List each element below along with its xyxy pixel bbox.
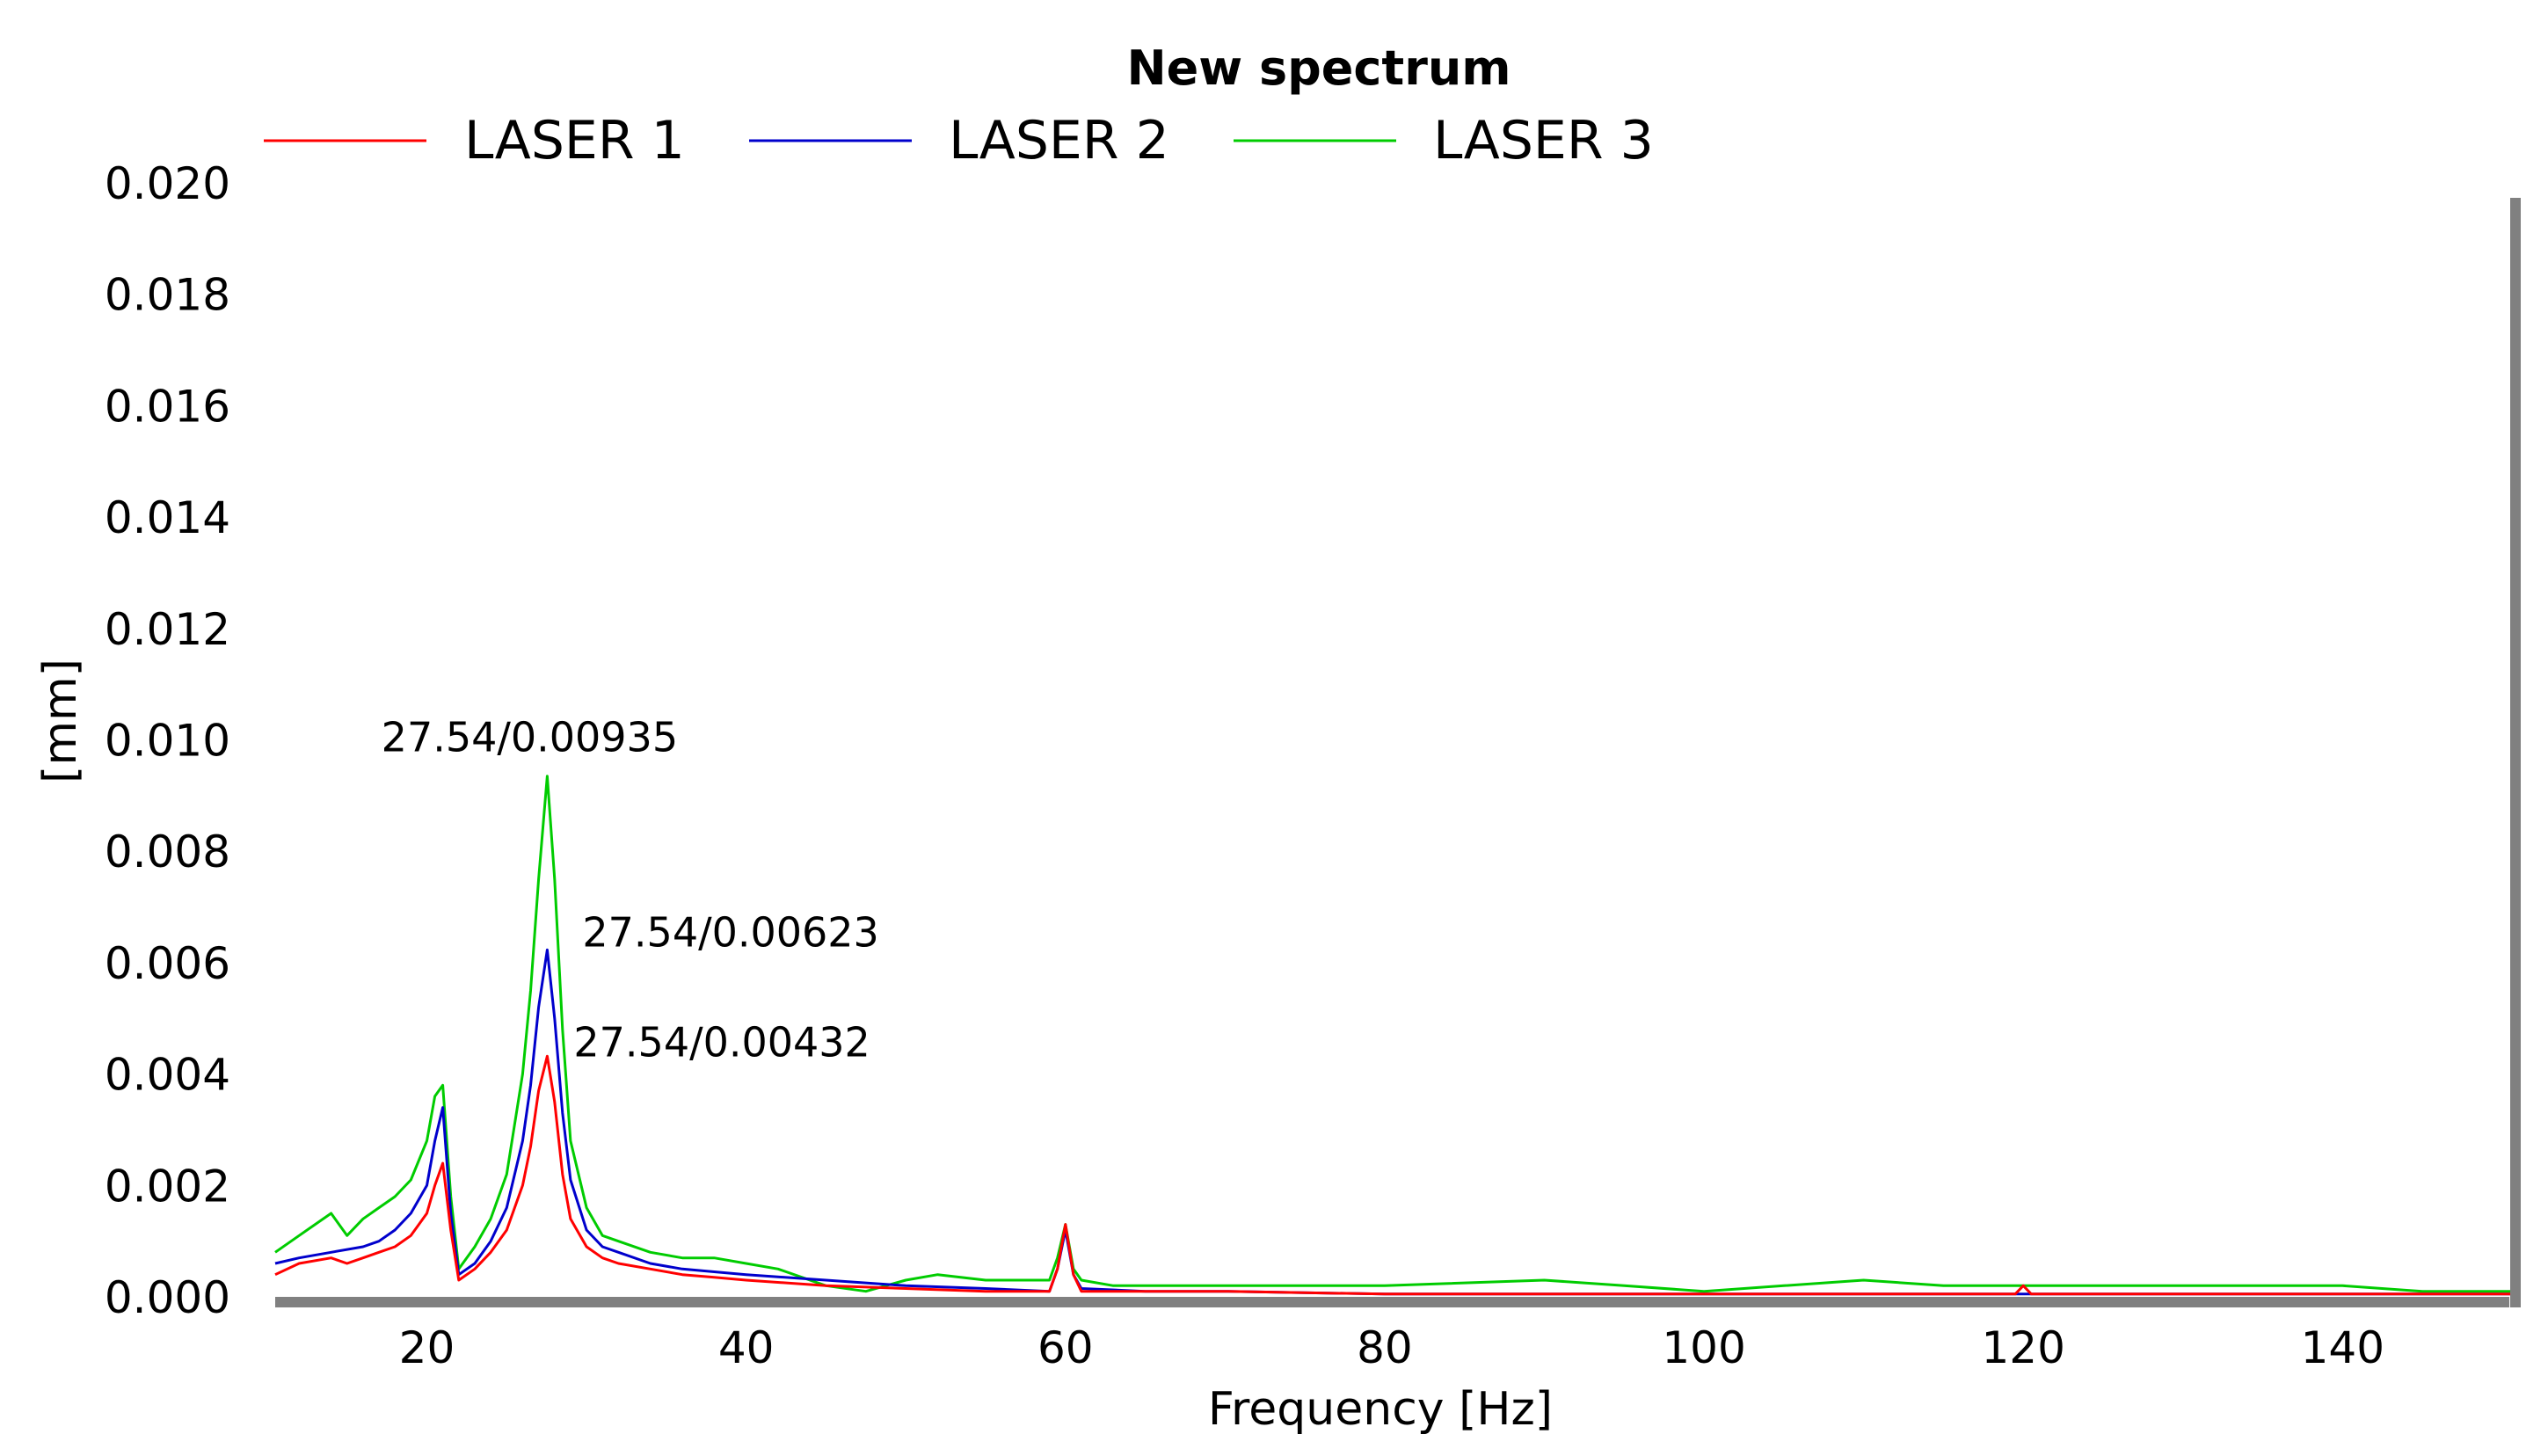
- y-tick-label: 0.008: [105, 826, 230, 877]
- y-tick-label: 0.014: [105, 492, 230, 543]
- y-tick-labels: 0.000 0.002 0.004 0.006 0.008 0.010 0.012 0.014…: [105, 158, 230, 1323]
- y-axis-label: [mm]: [34, 659, 87, 783]
- chart-title: New spectrum: [1126, 40, 1511, 96]
- y-tick-label: 0.020: [105, 158, 230, 209]
- y-tick-label: 0.010: [105, 716, 230, 767]
- right-axis-bar: [2510, 198, 2521, 1307]
- legend: LASER 1 LASER 2 LASER 3: [264, 110, 1654, 171]
- legend-label-laser-3: LASER 3: [1433, 110, 1654, 171]
- x-axis-bar: [275, 1297, 2509, 1307]
- y-tick-label: 0.004: [105, 1050, 230, 1101]
- y-tick-label: 0.018: [105, 270, 230, 321]
- series-lines: [274, 775, 2510, 1296]
- x-tick-label: 80: [1357, 1322, 1413, 1373]
- x-tick-labels: 20 40 60 80 100 120 140: [399, 1322, 2384, 1373]
- legend-label-laser-2: LASER 2: [949, 110, 1169, 171]
- x-tick-label: 60: [1037, 1322, 1094, 1373]
- legend-label-laser-1: LASER 1: [464, 110, 685, 171]
- series-line-laser-1: [274, 1054, 2510, 1296]
- x-axis-label: Frequency [Hz]: [1208, 1383, 1553, 1436]
- y-tick-label: 0.002: [105, 1161, 230, 1212]
- series-line-laser-2: [274, 948, 2510, 1296]
- x-tick-label: 40: [718, 1322, 775, 1373]
- x-tick-label: 20: [399, 1322, 455, 1373]
- series-line-laser-3: [274, 775, 2510, 1293]
- peak-label-laser-1: 27.54/0.00432: [573, 1018, 870, 1066]
- y-tick-label: 0.000: [105, 1272, 230, 1323]
- y-tick-label: 0.016: [105, 381, 230, 432]
- y-tick-label: 0.012: [105, 604, 230, 655]
- peak-label-laser-3: 27.54/0.00935: [382, 714, 678, 761]
- peak-annotations: 27.54/0.00935 27.54/0.00623 27.54/0.00432: [382, 714, 879, 1067]
- peak-label-laser-2: 27.54/0.00623: [582, 908, 878, 956]
- x-tick-label: 100: [1662, 1322, 1745, 1373]
- y-tick-label: 0.006: [105, 938, 230, 989]
- x-tick-label: 120: [1981, 1322, 2064, 1373]
- x-tick-label: 140: [2301, 1322, 2384, 1373]
